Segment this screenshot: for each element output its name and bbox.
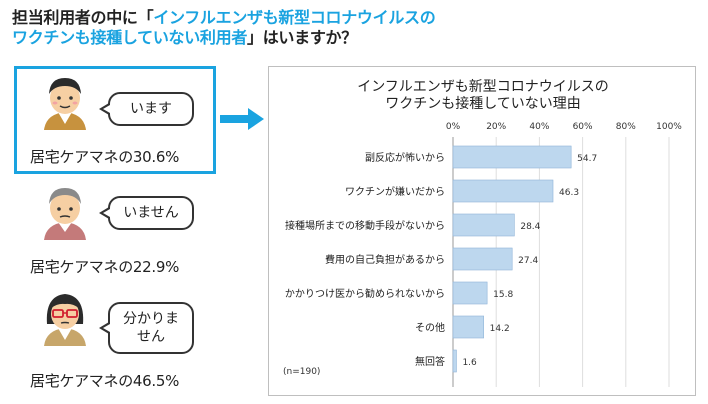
category-label: かかりつけ医から勧められないから — [285, 287, 445, 300]
bar — [452, 179, 554, 203]
category-label: ワクチンが嫌いだから — [345, 185, 445, 198]
x-tick-label: 40% — [529, 122, 549, 132]
headline-highlight1: インフルエンザも新型コロナウイルスの — [153, 8, 436, 27]
answer-bubble-no: いません — [99, 196, 194, 230]
data-label: 46.3 — [559, 188, 579, 198]
sample-size-note: (n=190) — [283, 367, 321, 377]
category-label: その他 — [415, 321, 445, 334]
bar — [452, 145, 572, 169]
headline-part2: 」はいますか？ — [247, 28, 357, 47]
bar — [452, 349, 457, 373]
category-label: 無回答 — [415, 355, 445, 368]
category-label: 副反応が怖いから — [365, 151, 445, 164]
data-label: 14.2 — [490, 324, 510, 334]
category-label: 接種場所までの移動手段がないから — [285, 219, 445, 232]
arrow-right-icon — [220, 108, 264, 130]
x-tick-label: 80% — [616, 122, 636, 132]
headline-part1: 担当利用者の中に「 — [12, 8, 154, 27]
bar — [452, 315, 484, 339]
headline-highlight2: ワクチンも接種していない利用者 — [12, 28, 248, 47]
x-tick-label: 100% — [656, 122, 682, 132]
caregiver-man-icon — [44, 78, 86, 130]
data-label: 15.8 — [493, 290, 513, 300]
x-tick-label: 60% — [573, 122, 593, 132]
bar — [452, 247, 513, 271]
category-label: 費用の自己負担があるから — [325, 253, 445, 266]
headline: 担当利用者の中に「インフルエンザも新型コロナウイルスの ワクチンも接種していない… — [12, 8, 436, 48]
caregiver-woman-icon — [44, 294, 86, 346]
answer-bubble-yes: います — [99, 92, 194, 126]
data-label: 28.4 — [520, 222, 540, 232]
data-label: 27.4 — [518, 256, 538, 266]
data-label: 54.7 — [577, 154, 597, 164]
bar — [452, 213, 515, 237]
answer-bubble-unknown: 分かりません — [99, 302, 194, 354]
caregiver-older-man-icon — [44, 188, 86, 240]
chart-panel: インフルエンザも新型コロナウイルスの ワクチンも接種していない理由 0% 20% 4… — [268, 66, 696, 396]
bar — [452, 281, 488, 305]
x-tick-label: 0% — [446, 122, 461, 132]
response-no-label: 居宅ケアマネの22.9% — [30, 258, 180, 276]
response-unknown-label: 居宅ケアマネの46.5% — [30, 372, 180, 390]
chart-title-line2: ワクチンも接種していない理由 — [385, 96, 581, 112]
bar-chart: 0% 20% 40% 60% 80% 100% 副反応が怖いから 54.7 ワクチンが嫌いだから… — [285, 122, 682, 387]
chart-title-line1: インフルエンザも新型コロナウイルスの — [357, 79, 609, 95]
data-label: 1.6 — [462, 358, 477, 368]
response-yes-label: 居宅ケアマネの30.6% — [30, 148, 180, 166]
x-tick-label: 20% — [486, 122, 506, 132]
